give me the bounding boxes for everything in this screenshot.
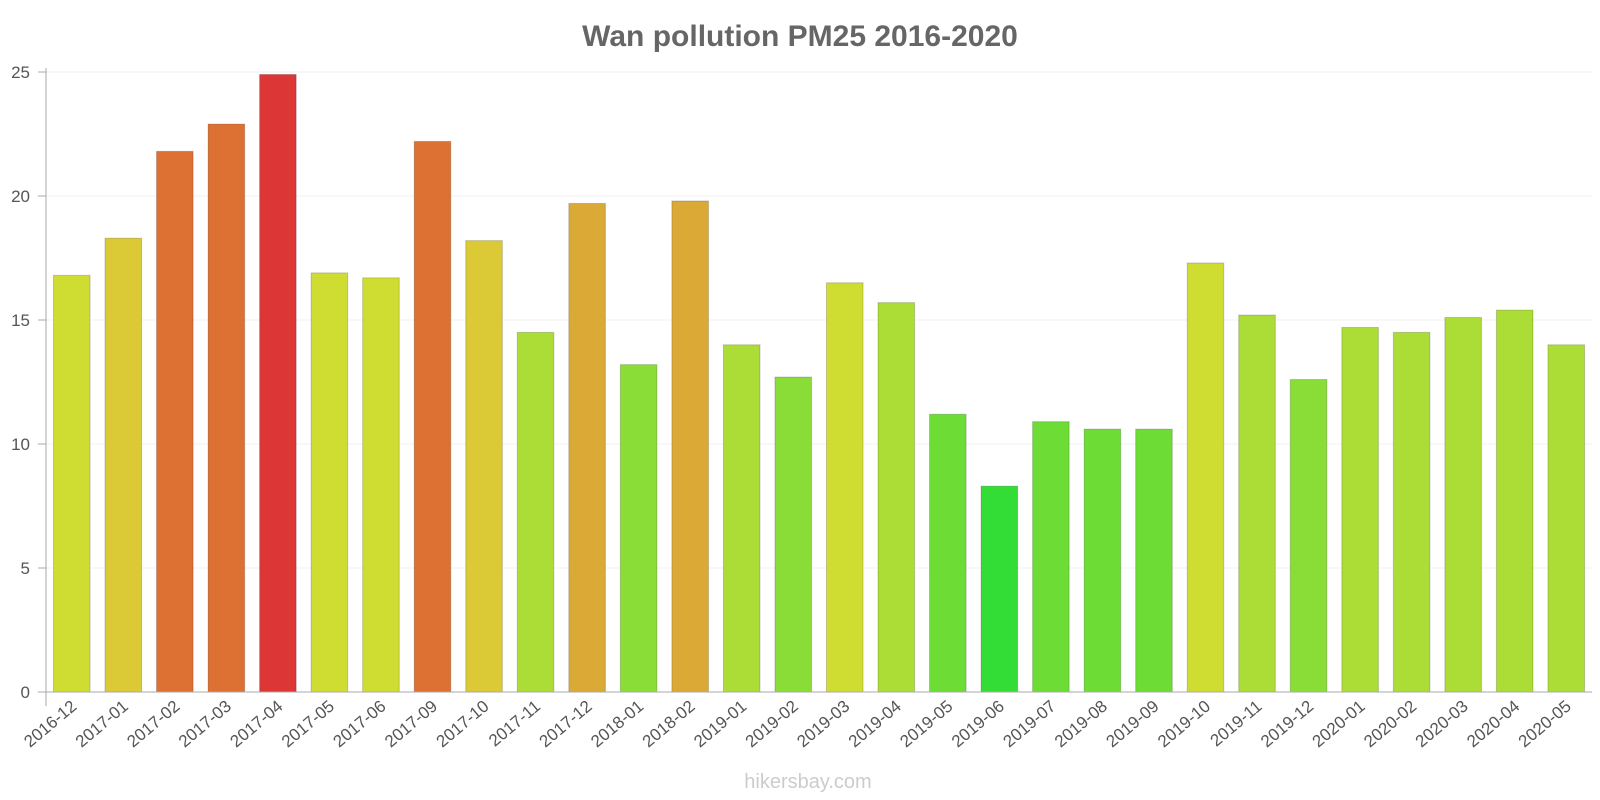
x-tick-label: 2019-09	[1103, 697, 1163, 752]
bar	[671, 200, 709, 693]
bar	[516, 331, 555, 693]
x-tick-label: 2019-01	[690, 697, 750, 752]
x-tick-label: 2017-02	[123, 697, 183, 752]
bar	[1341, 326, 1379, 693]
y-tick-label: 0	[21, 683, 30, 702]
bar	[825, 282, 864, 693]
bar	[1444, 317, 1482, 693]
y-tick-label: 20	[11, 187, 30, 206]
bar	[259, 73, 297, 693]
bar	[465, 240, 503, 693]
x-tick-label: 2017-12	[536, 697, 596, 752]
bar	[1032, 421, 1070, 693]
x-tick-label: 2020-01	[1309, 697, 1369, 752]
x-tick-label: 2020-03	[1412, 697, 1472, 752]
y-tick-label: 10	[11, 435, 30, 454]
x-tick-label: 2017-03	[175, 697, 235, 752]
x-tick-label: 2017-06	[330, 697, 390, 752]
bar	[413, 140, 452, 693]
y-tick-label: 5	[21, 559, 30, 578]
x-tick-label: 2017-10	[433, 697, 493, 752]
bar	[1135, 428, 1173, 693]
bar	[1495, 309, 1534, 693]
bar	[1083, 428, 1122, 693]
bar	[310, 272, 349, 693]
bar	[1547, 344, 1586, 693]
bar	[362, 277, 400, 693]
source-watermark: hikersbay.com	[744, 771, 871, 793]
bar	[1238, 314, 1276, 693]
x-tick-label: 2019-04	[845, 697, 905, 752]
y-axis-ticks: 0 5 10 15 20 25	[11, 63, 30, 702]
x-tick-label: 2019-02	[742, 697, 802, 752]
x-tick-label: 2019-10	[1154, 697, 1214, 752]
y-tick-label: 15	[11, 311, 30, 330]
x-axis-labels: 2016-122017-012017-022017-032017-042017-…	[20, 697, 1574, 752]
bar	[722, 344, 761, 693]
bar	[104, 237, 143, 693]
bar	[1186, 262, 1225, 693]
x-tick-label: 2019-08	[1051, 697, 1111, 752]
x-tick-label: 2019-03	[793, 697, 853, 752]
bar	[568, 202, 606, 693]
bar	[980, 485, 1019, 693]
bars	[52, 73, 1586, 693]
x-tick-label: 2019-06	[948, 697, 1008, 752]
x-tick-label: 2016-12	[20, 697, 80, 752]
x-tick-label: 2017-01	[72, 697, 132, 752]
x-tick-label: 2019-12	[1257, 697, 1317, 752]
bar	[52, 274, 91, 693]
x-tick-label: 2017-04	[226, 697, 286, 752]
x-tick-label: 2020-02	[1360, 697, 1420, 752]
chart-title: Wan pollution PM25 2016-2020	[582, 20, 1018, 53]
bar	[619, 364, 658, 693]
bar	[877, 302, 916, 693]
x-tick-label: 2020-04	[1463, 697, 1523, 752]
x-tick-label: 2018-02	[639, 697, 699, 752]
bar	[156, 150, 194, 693]
x-tick-label: 2017-05	[278, 697, 338, 752]
bar	[1392, 331, 1431, 693]
bar	[1289, 379, 1328, 693]
bar	[774, 376, 813, 693]
bar	[207, 123, 246, 693]
x-tick-label: 2017-09	[381, 697, 441, 752]
axes	[45, 68, 1592, 706]
x-tick-label: 2020-05	[1515, 697, 1575, 752]
bar	[929, 413, 967, 693]
x-tick-label: 2019-05	[896, 697, 956, 752]
x-tick-label: 2017-11	[485, 697, 544, 751]
x-tick-label: 2019-11	[1207, 697, 1266, 751]
y-tick-label: 25	[11, 63, 30, 82]
x-tick-label: 2018-01	[587, 697, 647, 752]
x-tick-label: 2019-07	[999, 697, 1059, 752]
grid-lines	[38, 71, 1592, 693]
